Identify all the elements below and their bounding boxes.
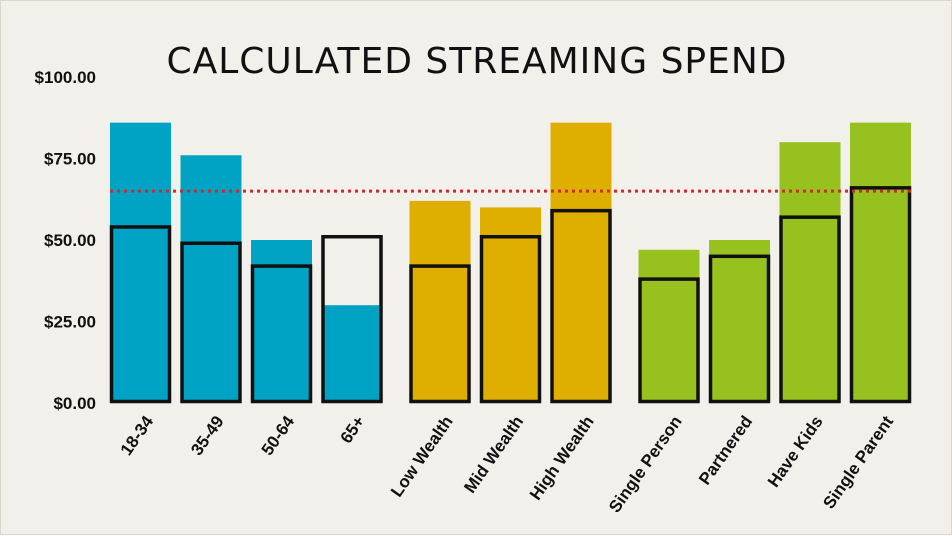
filled-bars bbox=[110, 122, 911, 403]
filled-bar bbox=[480, 207, 541, 403]
y-axis: $0.00 $25.00 $50.00 $75.00 $100.00 bbox=[35, 68, 96, 413]
filled-bar bbox=[409, 200, 471, 403]
outlined-bar bbox=[109, 225, 172, 404]
x-tick-label: Low Wealth bbox=[387, 412, 457, 500]
x-tick-label: 65+ bbox=[337, 412, 369, 447]
outlined-bar bbox=[479, 234, 542, 404]
x-tick-label: Mid Wealth bbox=[460, 412, 527, 496]
x-axis: 18-34 35-49 50-64 65+ Low Wealth Mid WealthHi… bbox=[117, 412, 898, 516]
y-tick-label: $100.00 bbox=[35, 68, 96, 87]
filled-bar bbox=[638, 249, 700, 403]
filled-bar bbox=[709, 240, 770, 403]
outlined-bar bbox=[409, 264, 471, 404]
filled-bar bbox=[180, 155, 242, 403]
x-tick-label: Single Person bbox=[605, 412, 686, 516]
outlined-bars bbox=[109, 186, 912, 404]
outlined-bar bbox=[180, 241, 242, 404]
x-tick-label: High Wealth bbox=[526, 412, 598, 503]
x-tick-label: Partnered bbox=[695, 412, 756, 488]
y-tick-label: $25.00 bbox=[44, 313, 96, 332]
x-tick-label: Have Kids bbox=[764, 412, 827, 490]
y-tick-label: $50.00 bbox=[44, 231, 96, 250]
x-tick-label: 18-34 bbox=[117, 412, 158, 459]
outlined-bar bbox=[321, 234, 383, 404]
y-tick-label: $75.00 bbox=[44, 150, 96, 169]
chart-title: CALCULATED STREAMING SPEND bbox=[166, 41, 788, 82]
x-tick-label: 35-49 bbox=[187, 412, 228, 459]
outlined-bar bbox=[638, 277, 700, 404]
filled-bar bbox=[779, 142, 841, 403]
filled-bar bbox=[850, 122, 911, 403]
outlined-bar bbox=[779, 215, 841, 404]
outlined-bar bbox=[550, 208, 612, 404]
filled-bar bbox=[321, 305, 383, 403]
outlined-bar bbox=[708, 254, 771, 404]
x-tick-label: 50-64 bbox=[258, 412, 299, 459]
outlined-bar bbox=[250, 264, 313, 404]
filled-bar bbox=[110, 122, 171, 403]
x-tick-label: Single Parent bbox=[819, 412, 897, 512]
outlined-bar bbox=[849, 186, 912, 404]
y-tick-label: $0.00 bbox=[53, 394, 96, 413]
filled-bar bbox=[550, 122, 612, 403]
